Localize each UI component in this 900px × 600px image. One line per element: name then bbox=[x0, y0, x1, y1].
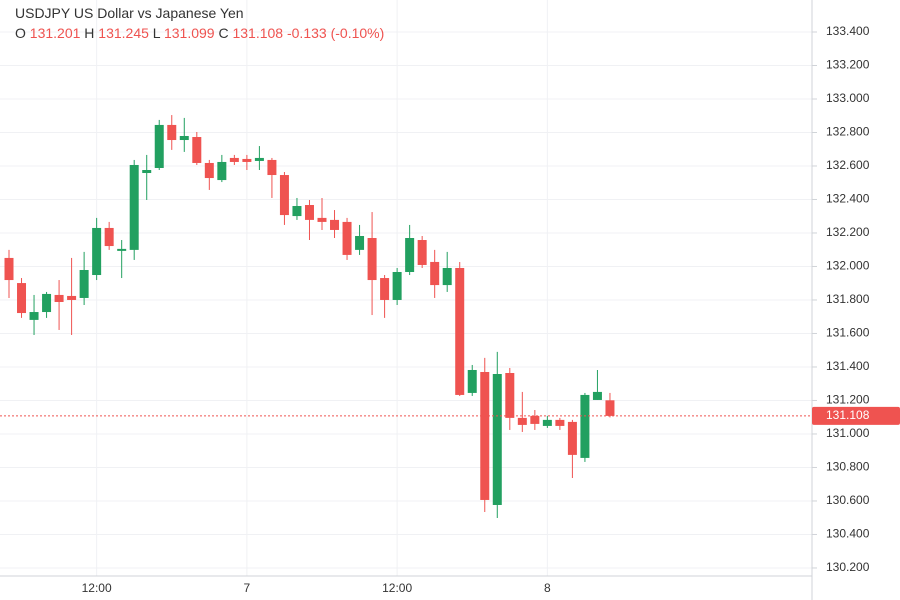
x-tick-label: 7 bbox=[244, 581, 251, 595]
candle-body bbox=[580, 394, 590, 458]
o-label: O bbox=[15, 25, 26, 41]
candle-body bbox=[517, 417, 527, 425]
candle-body bbox=[179, 136, 189, 141]
symbol: USDJPY bbox=[15, 5, 71, 21]
candle-body bbox=[380, 278, 390, 300]
candle-body bbox=[104, 227, 114, 247]
candle-body bbox=[29, 312, 39, 320]
candle-body bbox=[229, 157, 239, 162]
candle-body bbox=[542, 419, 552, 426]
candle-body bbox=[54, 294, 64, 302]
candle-body bbox=[217, 161, 227, 181]
candle-body bbox=[4, 257, 14, 281]
y-tick-label: 132.200 bbox=[826, 225, 870, 239]
candle-body bbox=[142, 170, 152, 174]
candle-body bbox=[117, 248, 127, 251]
candle-body bbox=[292, 206, 302, 217]
y-tick-label: 130.600 bbox=[826, 493, 870, 507]
candle-body bbox=[17, 283, 27, 314]
candle-body bbox=[605, 400, 615, 416]
y-tick-label: 131.400 bbox=[826, 359, 870, 373]
y-tick-label: 133.200 bbox=[826, 58, 870, 72]
y-tick-label: 131.200 bbox=[826, 393, 870, 407]
candle-body bbox=[267, 159, 277, 176]
candle-body bbox=[505, 373, 515, 418]
candles bbox=[4, 115, 615, 519]
candle-body bbox=[430, 261, 440, 286]
x-tick-label: 12:00 bbox=[82, 581, 112, 595]
candle-body bbox=[567, 421, 577, 455]
candle-body bbox=[467, 369, 477, 393]
candle-body bbox=[355, 235, 365, 250]
candle-body bbox=[342, 221, 352, 255]
candle-body bbox=[405, 238, 415, 273]
candle-body bbox=[42, 293, 52, 313]
candle-body bbox=[555, 419, 565, 426]
open-value: 131.201 bbox=[30, 25, 81, 41]
y-tick-label: 130.400 bbox=[826, 527, 870, 541]
candle-body bbox=[317, 217, 327, 222]
candle-body bbox=[530, 415, 540, 424]
y-tick-label: 131.800 bbox=[826, 292, 870, 306]
y-tick-label: 133.400 bbox=[826, 24, 870, 38]
h-label: H bbox=[84, 25, 94, 41]
x-tick-label: 12:00 bbox=[382, 581, 412, 595]
high-value: 131.245 bbox=[98, 25, 149, 41]
y-tick-label: 132.800 bbox=[826, 125, 870, 139]
y-tick-label: 130.200 bbox=[826, 560, 870, 574]
candle-body bbox=[167, 124, 177, 141]
change-percent: (-0.10%) bbox=[331, 25, 385, 41]
candle-body bbox=[392, 272, 402, 300]
candle-body bbox=[154, 124, 164, 168]
candle-body bbox=[492, 374, 502, 505]
c-label: C bbox=[218, 25, 228, 41]
y-tick-label: 131.000 bbox=[826, 426, 870, 440]
candle-body bbox=[480, 371, 490, 500]
y-tick-label: 133.000 bbox=[826, 91, 870, 105]
candle-body bbox=[192, 137, 202, 163]
candle-body bbox=[442, 267, 452, 286]
candle-body bbox=[79, 269, 89, 298]
candle-body bbox=[304, 205, 314, 220]
candle-body bbox=[129, 164, 139, 250]
x-tick-label: 8 bbox=[544, 581, 551, 595]
l-label: L bbox=[153, 25, 161, 41]
candle-body bbox=[367, 238, 377, 281]
change-value: -0.133 bbox=[287, 25, 327, 41]
description: US Dollar vs Japanese Yen bbox=[74, 5, 244, 21]
symbol-title: USDJPY US Dollar vs Japanese Yen bbox=[15, 5, 244, 21]
y-tick-label: 132.600 bbox=[826, 158, 870, 172]
y-tick-label: 131.600 bbox=[826, 326, 870, 340]
candle-body bbox=[204, 162, 214, 179]
candle-body bbox=[279, 175, 289, 216]
y-tick-label: 132.000 bbox=[826, 259, 870, 273]
y-tick-label: 130.800 bbox=[826, 460, 870, 474]
candle-body bbox=[592, 391, 602, 400]
candle-body bbox=[67, 295, 77, 300]
candle-body bbox=[417, 240, 427, 265]
price-tag-label: 131.108 bbox=[826, 408, 870, 422]
grid bbox=[0, 0, 812, 576]
y-tick-label: 132.400 bbox=[826, 192, 870, 206]
candle-body bbox=[455, 267, 465, 395]
close-value: 131.108 bbox=[232, 25, 283, 41]
candle-body bbox=[330, 219, 340, 230]
ohlc-legend: O 131.201 H 131.245 L 131.099 C 131.108 … bbox=[15, 25, 384, 41]
candle-body bbox=[242, 158, 252, 162]
low-value: 131.099 bbox=[164, 25, 215, 41]
price-tag bbox=[812, 406, 900, 425]
candle-body bbox=[254, 157, 264, 161]
candle-body bbox=[92, 227, 102, 276]
